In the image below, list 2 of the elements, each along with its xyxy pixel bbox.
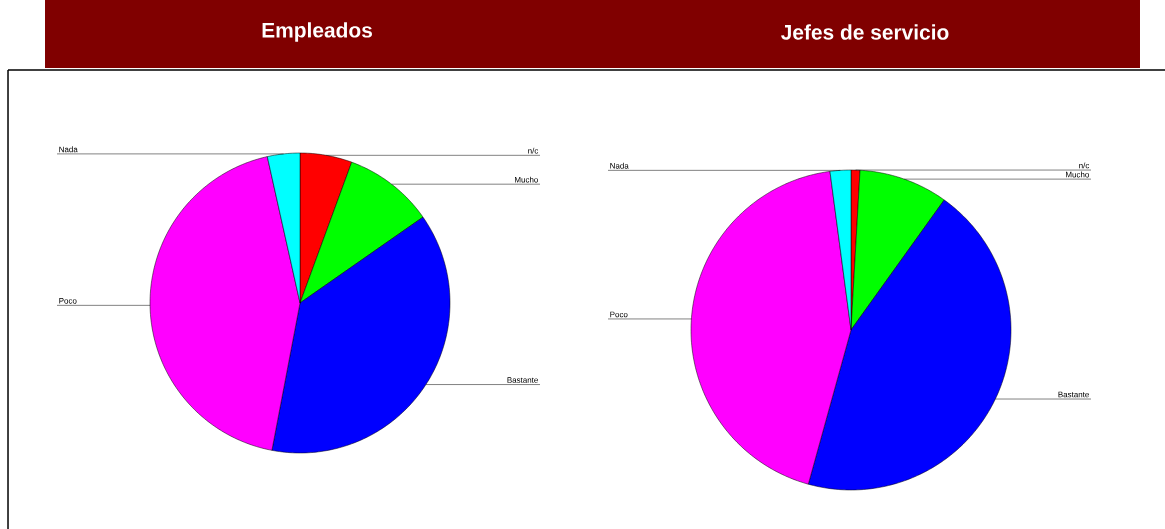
chart-title: Empleados xyxy=(262,22,372,42)
chart-title: Jefes de servicio xyxy=(781,24,949,40)
